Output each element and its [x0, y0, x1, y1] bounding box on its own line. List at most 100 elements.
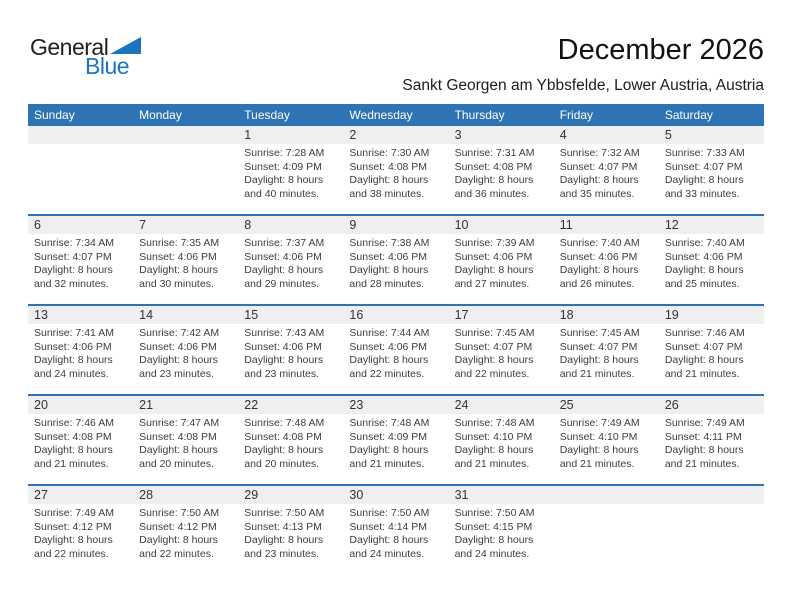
day-number: 11 [559, 218, 573, 232]
sunrise-text: Sunrise: 7:43 AM [244, 327, 325, 339]
sunset-text: Sunset: 4:08 PM [34, 430, 112, 443]
day-number: 3 [454, 128, 462, 142]
daylight-text: Daylight: 8 hours and 35 minutes. [559, 174, 639, 200]
sunset-text: Sunset: 4:12 PM [34, 520, 112, 533]
daylight-text: Daylight: 8 hours and 22 minutes. [349, 354, 429, 380]
day-number: 22 [244, 398, 259, 412]
day-cell: Sunrise: 7:45 AM Sunset: 4:07 PM Daylight:… [554, 324, 659, 394]
sunset-text: Sunset: 4:12 PM [139, 520, 217, 533]
page-title: December 2026 [557, 34, 764, 66]
day-cell: Sunrise: 7:49 AM Sunset: 4:12 PM Daylight:… [28, 504, 133, 574]
logo-flag-icon [110, 37, 142, 58]
weekday-header-monday: Monday [139, 108, 182, 122]
day-number: 17 [454, 308, 469, 322]
day-cell: Sunrise: 7:34 AM Sunset: 4:07 PM Daylight:… [28, 234, 133, 304]
logo-text-blue: Blue [85, 53, 130, 79]
day-cell: Sunrise: 7:31 AM Sunset: 4:08 PM Daylight:… [449, 144, 554, 214]
day-cell: Sunrise: 7:50 AM Sunset: 4:15 PM Daylight:… [449, 504, 554, 574]
sunset-text: Sunset: 4:13 PM [244, 520, 322, 533]
sunrise-text: Sunrise: 7:40 AM [559, 237, 640, 249]
sunrise-text: Sunrise: 7:38 AM [349, 237, 430, 249]
daylight-text: Daylight: 8 hours and 23 minutes. [139, 354, 218, 380]
week-row: 13 14 15 16 17 18 19 Sunrise: 7:41 AM Sunset: 4:… [28, 304, 764, 394]
daylight-text: Daylight: 8 hours and 20 minutes. [244, 444, 324, 470]
day-number: 25 [559, 398, 574, 412]
day-number: 1 [244, 128, 252, 142]
day-cell: Sunrise: 7:50 AM Sunset: 4:14 PM Daylight:… [343, 504, 448, 574]
day-cell: Sunrise: 7:45 AM Sunset: 4:07 PM Daylight:… [449, 324, 554, 394]
title-block: December 2026 Sankt Georgen am Ybbsfelde… [402, 34, 764, 95]
sunset-text: Sunset: 4:09 PM [244, 160, 322, 173]
sunrise-text: Sunrise: 7:50 AM [454, 507, 535, 519]
daylight-text: Daylight: 8 hours and 38 minutes. [349, 174, 429, 200]
empty-day-number [659, 486, 764, 504]
empty-day-number [28, 126, 133, 144]
sunset-text: Sunset: 4:10 PM [454, 430, 533, 443]
daylight-text: Daylight: 8 hours and 27 minutes. [454, 264, 534, 290]
empty-day-number [133, 126, 238, 144]
weekday-header-tuesday: Tuesday [244, 108, 290, 122]
sunset-text: Sunset: 4:06 PM [454, 250, 533, 263]
daylight-text: Daylight: 8 hours and 32 minutes. [34, 264, 113, 290]
sunrise-text: Sunrise: 7:32 AM [559, 147, 640, 159]
day-cell: Sunrise: 7:39 AM Sunset: 4:06 PM Daylight:… [449, 234, 554, 304]
weekday-header-friday: Friday [559, 108, 594, 122]
day-number: 12 [664, 218, 679, 232]
page-header: General Blue December 2026 Sankt Georgen… [0, 0, 792, 104]
sunset-text: Sunset: 4:06 PM [244, 340, 322, 353]
day-cell: Sunrise: 7:40 AM Sunset: 4:06 PM Daylight:… [554, 234, 659, 304]
sunset-text: Sunset: 4:15 PM [454, 520, 533, 533]
day-body-row: Sunrise: 7:41 AM Sunset: 4:06 PM Daylight:… [28, 324, 764, 394]
day-number: 21 [139, 398, 154, 412]
day-number: 24 [454, 398, 469, 412]
empty-day-cell [659, 504, 764, 574]
sunrise-text: Sunrise: 7:48 AM [349, 417, 430, 429]
sunrise-text: Sunrise: 7:47 AM [139, 417, 220, 429]
day-number: 14 [139, 308, 154, 322]
sunset-text: Sunset: 4:07 PM [34, 250, 112, 263]
sunset-text: Sunset: 4:07 PM [664, 340, 743, 353]
sunrise-text: Sunrise: 7:46 AM [664, 327, 745, 339]
day-number: 30 [349, 488, 364, 502]
day-number: 8 [244, 218, 252, 232]
daylight-text: Daylight: 8 hours and 26 minutes. [559, 264, 639, 290]
sunset-text: Sunset: 4:11 PM [664, 430, 742, 443]
sunrise-text: Sunrise: 7:50 AM [349, 507, 430, 519]
weekday-header-thursday: Thursday [454, 108, 505, 122]
day-cell: Sunrise: 7:49 AM Sunset: 4:11 PM Daylight:… [659, 414, 764, 484]
sunrise-text: Sunrise: 7:41 AM [34, 327, 114, 339]
daylight-text: Daylight: 8 hours and 28 minutes. [349, 264, 429, 290]
day-number-band: 27 28 29 30 31 [28, 486, 764, 504]
sunset-text: Sunset: 4:10 PM [559, 430, 638, 443]
empty-day-cell [28, 144, 133, 214]
general-blue-logo: General Blue [30, 36, 142, 79]
sunset-text: Sunset: 4:08 PM [244, 430, 322, 443]
sunset-text: Sunset: 4:06 PM [139, 340, 217, 353]
day-cell: Sunrise: 7:41 AM Sunset: 4:06 PM Daylight:… [28, 324, 133, 394]
calendar-grid: Sunday Monday Tuesday Wednesday Thursday Frid… [28, 104, 764, 574]
daylight-text: Daylight: 8 hours and 24 minutes. [349, 534, 429, 560]
day-number: 19 [664, 308, 679, 322]
daylight-text: Daylight: 8 hours and 21 minutes. [559, 444, 639, 470]
day-body-row: Sunrise: 7:49 AM Sunset: 4:12 PM Daylight:… [28, 504, 764, 574]
sunrise-text: Sunrise: 7:31 AM [454, 147, 535, 159]
day-cell: Sunrise: 7:40 AM Sunset: 4:06 PM Daylight:… [659, 234, 764, 304]
sunrise-text: Sunrise: 7:42 AM [139, 327, 220, 339]
sunrise-text: Sunrise: 7:39 AM [454, 237, 535, 249]
sunrise-text: Sunrise: 7:49 AM [34, 507, 114, 519]
day-cell: Sunrise: 7:42 AM Sunset: 4:06 PM Daylight:… [133, 324, 238, 394]
day-number: 29 [244, 488, 259, 502]
daylight-text: Daylight: 8 hours and 22 minutes. [454, 354, 534, 380]
day-number: 15 [244, 308, 259, 322]
daylight-text: Daylight: 8 hours and 29 minutes. [244, 264, 324, 290]
day-number: 26 [664, 398, 679, 412]
sunset-text: Sunset: 4:06 PM [139, 250, 217, 263]
day-number: 23 [349, 398, 364, 412]
day-body-row: Sunrise: 7:28 AM Sunset: 4:09 PM Daylight:… [28, 144, 764, 214]
day-cell: Sunrise: 7:35 AM Sunset: 4:06 PM Daylight:… [133, 234, 238, 304]
daylight-text: Daylight: 8 hours and 23 minutes. [244, 534, 324, 560]
sunrise-text: Sunrise: 7:33 AM [664, 147, 745, 159]
daylight-text: Daylight: 8 hours and 24 minutes. [34, 354, 113, 380]
sunset-text: Sunset: 4:07 PM [664, 160, 743, 173]
day-cell: Sunrise: 7:46 AM Sunset: 4:07 PM Daylight:… [659, 324, 764, 394]
